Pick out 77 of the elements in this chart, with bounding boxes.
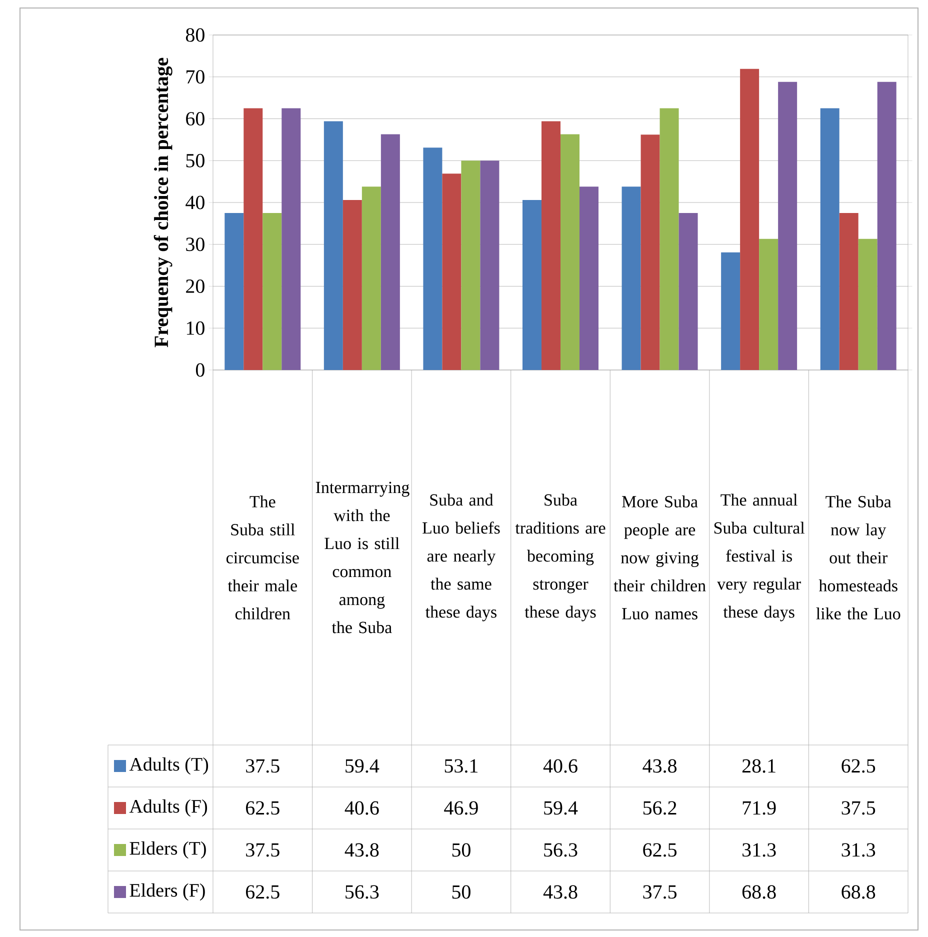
data-label: 31.3 xyxy=(842,843,876,857)
x-tick-label: Suba and Luo beliefs are nearly the same these days xyxy=(422,494,500,622)
data-label: 50 xyxy=(452,843,470,857)
data-label: 56.3 xyxy=(544,843,578,857)
y-tick-label: 60 xyxy=(186,112,204,126)
bar xyxy=(461,160,480,370)
bar xyxy=(877,82,896,370)
y-tick-label: 70 xyxy=(186,70,204,84)
data-label: 40.6 xyxy=(344,801,379,815)
bar xyxy=(442,174,462,370)
data-label: 37.5 xyxy=(246,759,280,773)
x-tick-label: The Suba now lay out their homesteads like the Luo xyxy=(816,496,900,620)
legend-label: Elders (T) xyxy=(130,841,206,859)
x-tick-label: The Suba still circumcise their male children xyxy=(226,496,299,620)
bar xyxy=(324,121,343,370)
bar xyxy=(660,108,679,370)
x-tick-label: Intermarrying with the Luo is still common among the Suba xyxy=(316,482,410,634)
data-label: 37.5 xyxy=(842,801,876,815)
y-tick-label: 80 xyxy=(186,28,204,42)
data-label: 71.9 xyxy=(742,801,776,815)
bar xyxy=(778,82,798,370)
bar xyxy=(522,200,542,370)
data-label: 53.1 xyxy=(444,759,478,773)
bar xyxy=(480,160,500,370)
data-label: 59.4 xyxy=(544,801,578,815)
bar xyxy=(622,186,641,370)
data-label: 59.4 xyxy=(346,759,380,773)
bar xyxy=(839,212,858,370)
bar xyxy=(560,134,580,370)
bar xyxy=(282,108,301,370)
bar xyxy=(541,121,560,370)
bar xyxy=(721,252,740,370)
legend-label: Adults (F) xyxy=(129,799,207,817)
data-label: 62.5 xyxy=(246,885,280,899)
bar xyxy=(640,134,660,370)
bar xyxy=(820,108,840,370)
data-label: 40.6 xyxy=(543,759,578,773)
data-label: 28.1 xyxy=(742,759,776,773)
data-label: 43.8 xyxy=(543,885,578,899)
data-label: 37.5 xyxy=(246,843,280,857)
data-label: 37.5 xyxy=(643,885,677,899)
bar xyxy=(579,186,598,370)
bar xyxy=(759,238,778,370)
data-label: 62.5 xyxy=(246,801,280,815)
data-label: 68.8 xyxy=(742,885,776,899)
data-label: 62.5 xyxy=(842,759,876,773)
data-label: 62.5 xyxy=(643,843,677,857)
y-axis-title: Frequency of choice in percentage xyxy=(154,58,172,348)
y-tick-label: 50 xyxy=(186,154,204,168)
bar xyxy=(262,212,282,370)
y-tick-label: 30 xyxy=(186,238,204,252)
y-tick-label: 40 xyxy=(186,196,204,210)
y-tick-label: 0 xyxy=(196,363,204,377)
data-label: 68.8 xyxy=(842,885,876,899)
x-tick-label: Suba traditions are becoming stronger these days xyxy=(515,494,606,622)
bar xyxy=(858,238,878,370)
x-tick-label: The annual Suba cultural festival is very regular these days xyxy=(714,494,805,622)
bar xyxy=(423,148,442,370)
x-tick-label: More Suba people are now giving their children Luo names xyxy=(614,496,706,620)
data-label: 50 xyxy=(452,885,470,899)
bar xyxy=(342,200,362,370)
bar xyxy=(224,212,244,370)
legend-label: Adults (T) xyxy=(129,757,208,775)
legend-label: Elders (F) xyxy=(130,883,205,901)
data-label: 56.3 xyxy=(346,885,379,899)
y-tick-label: 10 xyxy=(186,321,204,335)
bar xyxy=(740,68,760,370)
bar xyxy=(678,212,698,370)
data-label: 43.8 xyxy=(344,843,379,857)
data-label: 46.9 xyxy=(444,801,478,815)
data-label: 56.2 xyxy=(643,801,676,815)
bar xyxy=(244,108,263,370)
bar xyxy=(362,186,381,370)
data-label: 43.8 xyxy=(642,759,677,773)
data-label: 31.3 xyxy=(742,843,776,857)
bar xyxy=(380,134,400,370)
y-tick-label: 20 xyxy=(186,280,204,293)
